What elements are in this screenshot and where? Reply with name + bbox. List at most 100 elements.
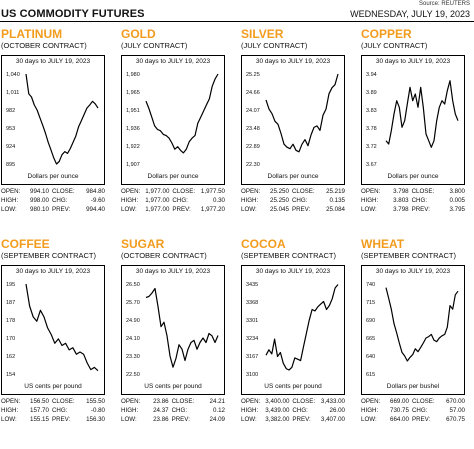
price-line — [145, 73, 219, 154]
commodity-name: COFFEE — [1, 237, 50, 251]
chg-value: 0.12 — [212, 407, 225, 414]
chg-key: CHG: — [411, 407, 428, 414]
y-tick-label: 3435 — [246, 282, 258, 288]
close-key: CLOSE: — [51, 188, 75, 195]
prev-value: 1,977.20 — [200, 206, 225, 213]
page-title: US COMMODITY FUTURES — [1, 8, 145, 20]
chg-key: CHG: — [51, 407, 68, 414]
unit-label: US cents per pound — [264, 383, 322, 390]
platinum-panel: PLATINUM (OCTOBER CONTRACT) 30 days to J… — [1, 27, 118, 239]
y-tick-label: 1,011 — [6, 90, 19, 96]
y-tick-label: 187 — [6, 300, 15, 306]
chg-value: -9.60 — [90, 197, 105, 204]
y-tick-label: 24.10 — [126, 336, 140, 342]
contract-label: (SEPTEMBER CONTRACT) — [241, 251, 337, 260]
prev-key: PREV: — [51, 206, 71, 213]
chg-value: 0.135 — [329, 197, 345, 204]
close-key: CLOSE: — [411, 188, 435, 195]
open-value: 994.10 — [30, 188, 49, 195]
low-value: 155.15 — [30, 416, 49, 423]
low-value: 23.86 — [153, 416, 169, 423]
open-value: 23.86 — [153, 398, 169, 405]
open-key: OPEN: — [241, 398, 261, 405]
date-range-label: 30 days to JULY 19, 2023 — [15, 268, 91, 275]
low-value: 25.045 — [270, 206, 289, 213]
open-key: OPEN: — [1, 398, 21, 405]
y-tick-label: 665 — [366, 336, 375, 342]
unit-label: Dollars per ounce — [387, 173, 439, 180]
date-range-label: 30 days to JULY 19, 2023 — [255, 268, 331, 275]
low-key: LOW: — [1, 416, 17, 423]
y-tick-label: 1,907 — [126, 162, 140, 168]
coffee-panel: COFFEE (SEPTEMBER CONTRACT) 30 days to J… — [1, 237, 118, 449]
high-key: HIGH: — [361, 197, 379, 204]
sugar-panel: SUGAR (OCTOBER CONTRACT) 30 days to JULY… — [121, 237, 238, 449]
close-value: 1,977.50 — [200, 188, 225, 195]
prev-value: 24.09 — [209, 416, 225, 423]
high-value: 24.37 — [153, 407, 169, 414]
chg-key: CHG: — [172, 197, 188, 204]
y-tick-label: 1,965 — [126, 90, 140, 96]
price-chart: 30 days to JULY 19, 2023 3.94 3.89 3.83 3.7… — [361, 55, 465, 185]
low-value: 3.798 — [393, 206, 409, 213]
silver-panel: SILVER (JULY CONTRACT) 30 days to JULY 1… — [241, 27, 358, 239]
y-tick-label: 615 — [366, 372, 375, 378]
y-tick-label: 1,951 — [126, 108, 140, 114]
price-line — [25, 73, 99, 165]
unit-label: US cents per pound — [144, 383, 202, 390]
y-tick-label: 25.70 — [126, 300, 140, 306]
high-value: 998.00 — [30, 197, 49, 204]
y-tick-label: 25.25 — [246, 72, 260, 78]
gold-panel: GOLD (JULY CONTRACT) 30 days to JULY 19,… — [121, 27, 238, 239]
y-tick-label: 3.67 — [366, 162, 377, 168]
close-key: CLOSE: — [51, 398, 75, 405]
y-tick-label: 22.30 — [246, 162, 260, 168]
contract-label: (JULY CONTRACT) — [361, 41, 428, 50]
y-tick-label: 3.94 — [366, 72, 377, 78]
low-value: 3,382.00 — [265, 416, 290, 423]
open-key: OPEN: — [1, 188, 21, 195]
stats-table: OPEN: 23.86 CLOSE: 24.21 HIGH: 24.37 CHG: 0.… — [121, 397, 225, 424]
commodity-name: WHEAT — [361, 237, 405, 251]
open-value: 669.00 — [390, 398, 409, 405]
unit-label: US cents per pound — [24, 383, 82, 390]
chg-value: -0.80 — [90, 407, 105, 414]
chg-value: 0.30 — [212, 197, 225, 204]
prev-key: PREV: — [292, 416, 311, 423]
close-value: 24.21 — [209, 398, 225, 405]
y-tick-label: 895 — [6, 162, 15, 168]
y-tick-label: 1,980 — [126, 72, 140, 78]
y-tick-label: 154 — [6, 372, 15, 378]
price-chart: 30 days to JULY 19, 2023 740 715 690 665 640… — [361, 265, 465, 395]
high-value: 157.70 — [30, 407, 49, 414]
y-tick-label: 924 — [6, 144, 15, 150]
contract-label: (JULY CONTRACT) — [121, 41, 188, 50]
open-value: 156.50 — [30, 398, 49, 405]
page-date: WEDNESDAY, JULY 19, 2023 — [350, 9, 470, 19]
high-key: HIGH: — [1, 407, 19, 414]
close-value: 984.80 — [86, 188, 105, 195]
price-line — [385, 80, 459, 148]
chart-svg: 25.25 24.66 24.07 23.48 22.89 22.30 — [246, 72, 339, 168]
y-tick-label: 953 — [6, 126, 15, 132]
y-tick-label: 3234 — [246, 336, 258, 342]
close-value: 155.50 — [86, 398, 105, 405]
wheat-panel: WHEAT (SEPTEMBER CONTRACT) 30 days to JU… — [361, 237, 474, 449]
y-tick-label: 24.07 — [246, 108, 260, 114]
y-tick-label: 740 — [366, 282, 375, 288]
close-key: CLOSE: — [411, 398, 435, 405]
chart-svg: 740 715 690 665 640 615 — [366, 282, 459, 378]
prev-value: 994.40 — [86, 206, 105, 213]
price-chart: 30 days to JULY 19, 2023 26.50 25.70 24.90… — [121, 265, 225, 395]
y-tick-label: 715 — [366, 300, 375, 306]
y-tick-label: 690 — [366, 318, 375, 324]
y-tick-label: 640 — [366, 354, 375, 360]
low-key: LOW: — [361, 416, 377, 423]
chart-svg: 3435 3368 3301 3234 3167 3100 — [246, 282, 339, 378]
close-value: 3,433.00 — [320, 398, 345, 405]
stats-table: OPEN: 669.00 CLOSE: 670.00 HIGH: 730.75 CHG… — [361, 397, 465, 424]
high-value: 3.803 — [393, 197, 409, 204]
prev-value: 25.084 — [326, 206, 345, 213]
prev-key: PREV: — [291, 206, 311, 213]
